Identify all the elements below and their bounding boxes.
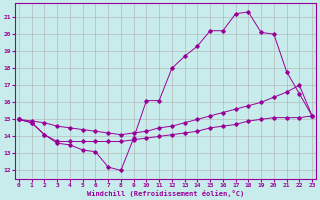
X-axis label: Windchill (Refroidissement éolien,°C): Windchill (Refroidissement éolien,°C) <box>87 190 244 197</box>
